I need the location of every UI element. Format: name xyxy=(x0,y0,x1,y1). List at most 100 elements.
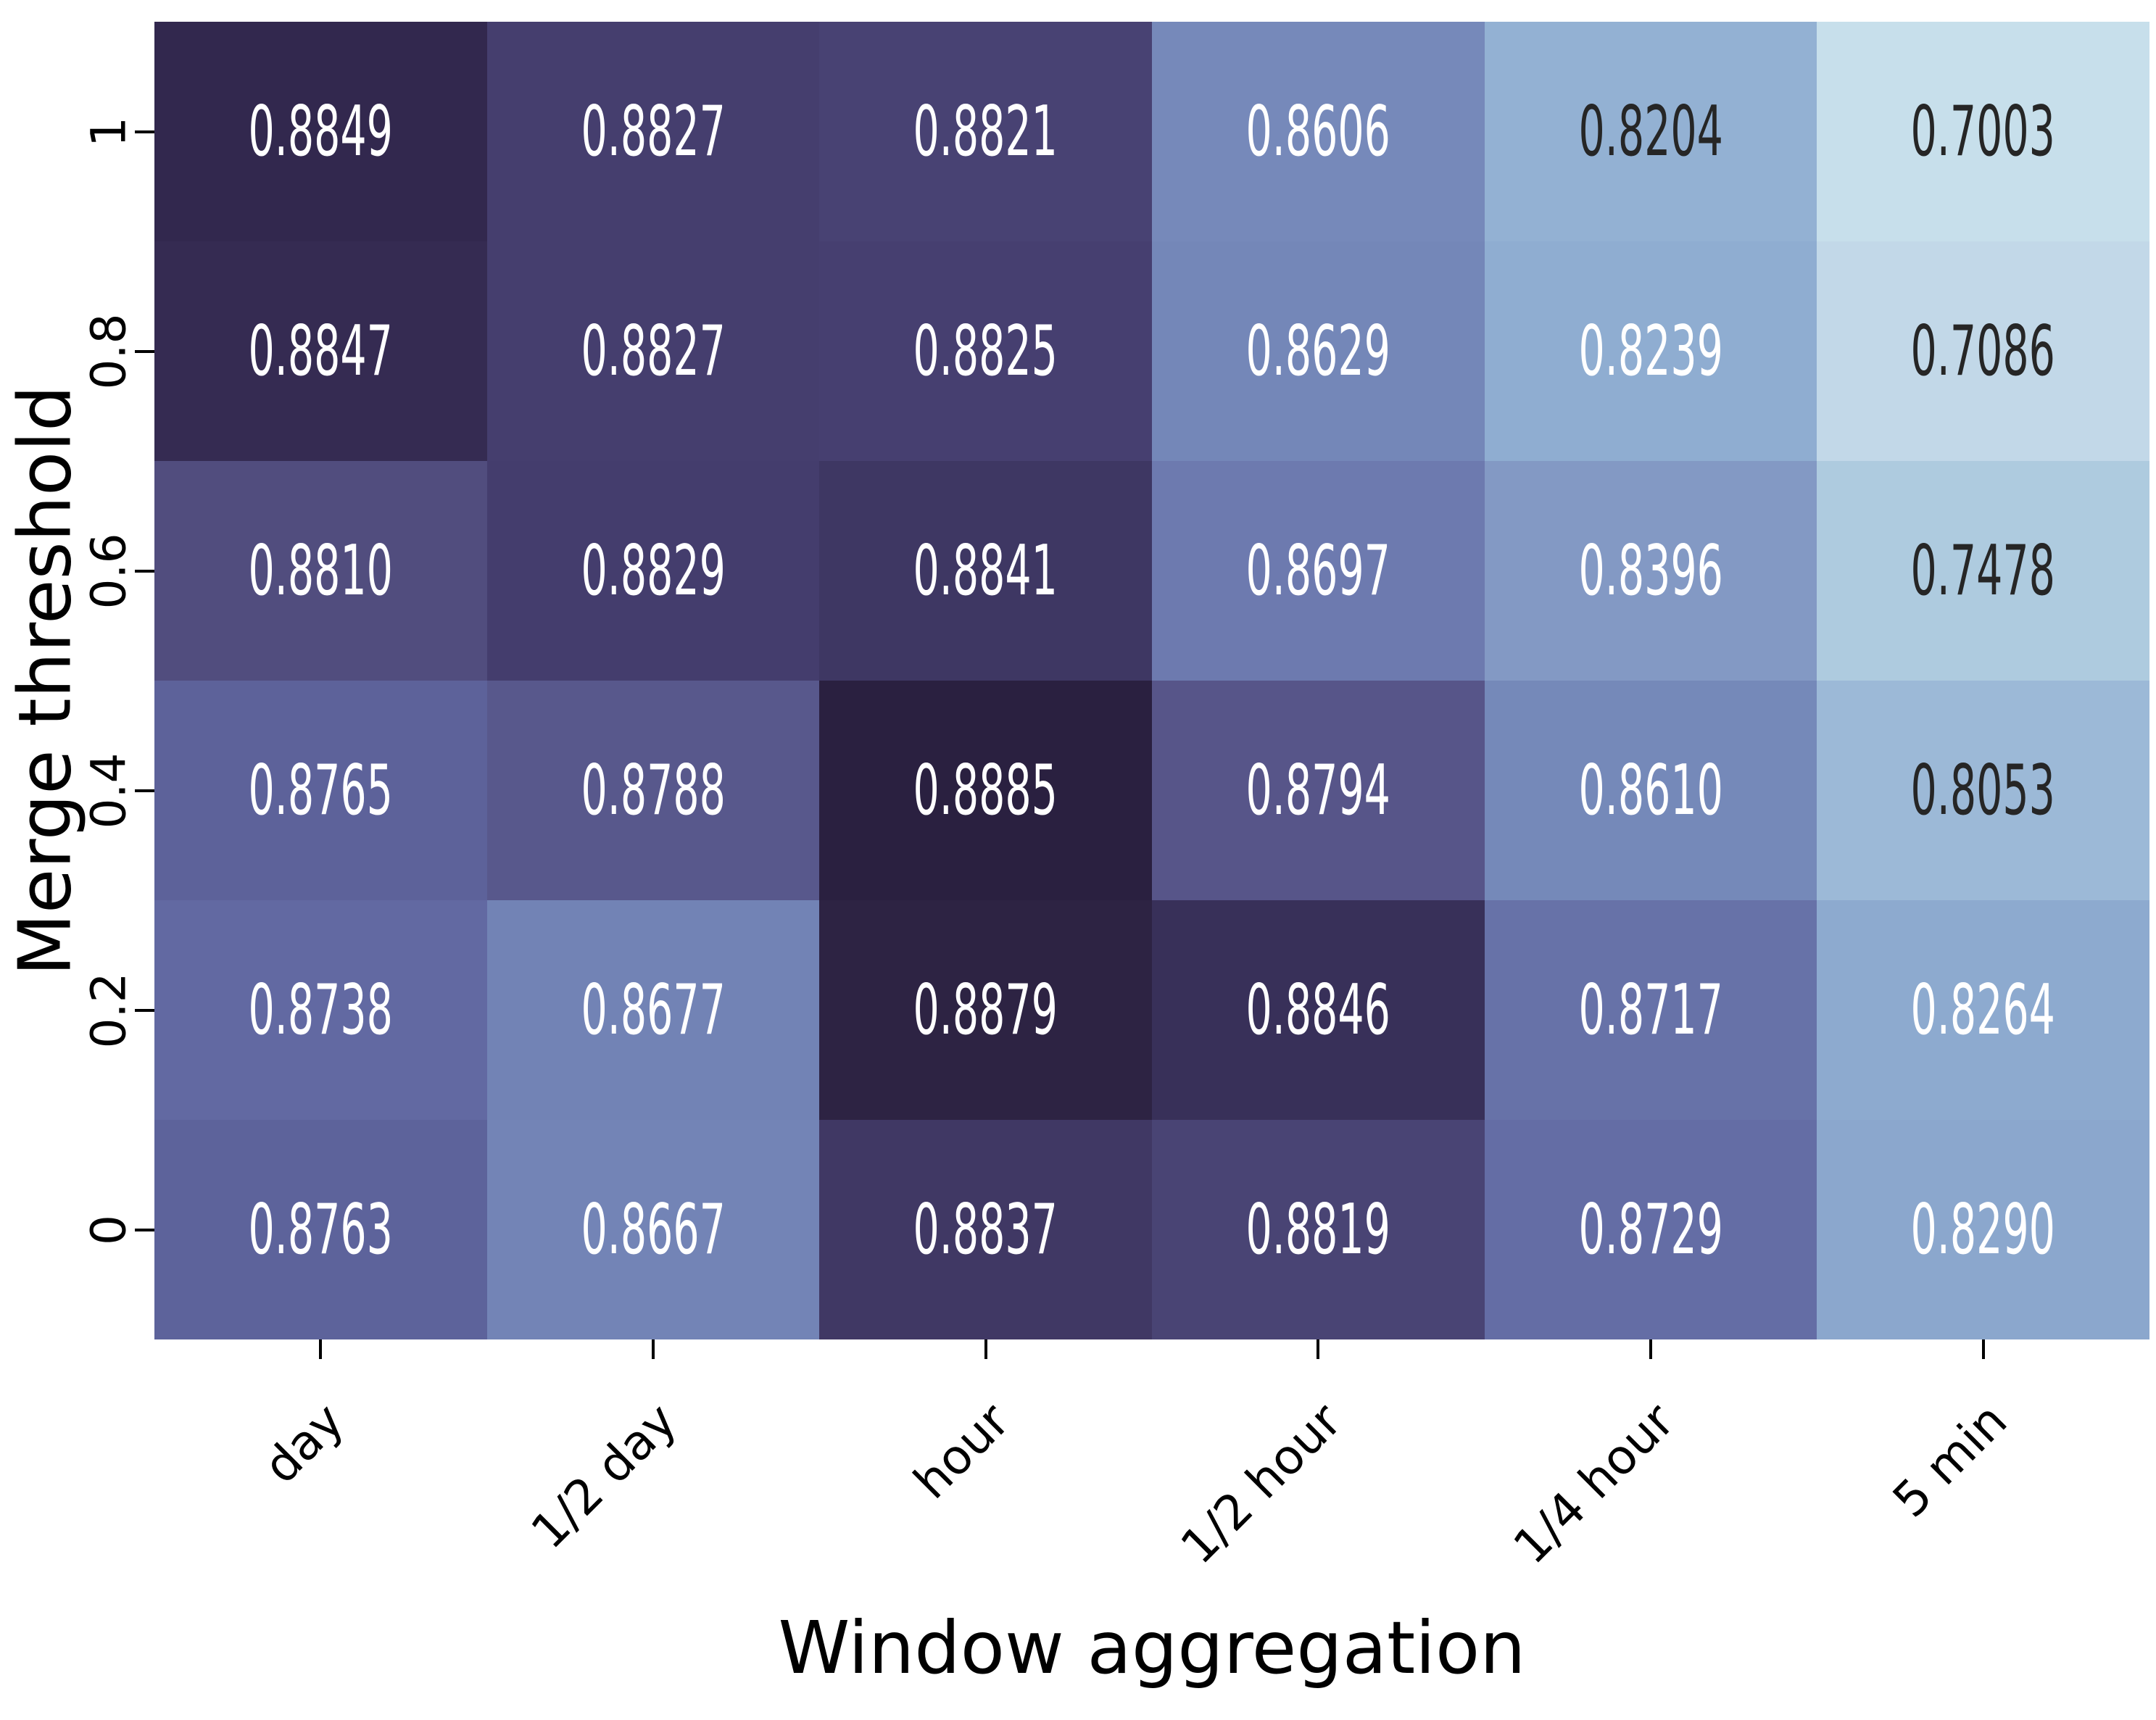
y-tick-label: 1 xyxy=(80,116,137,147)
x-tick-mark xyxy=(1317,1339,1320,1359)
cell-value: 0.8396 xyxy=(1578,531,1723,611)
heatmap-cell: 0.8847 xyxy=(154,241,487,461)
x-tick-label: 1/4 hour xyxy=(1502,1392,1686,1575)
x-tick-mark xyxy=(652,1339,655,1359)
heatmap-cell: 0.8396 xyxy=(1484,461,1817,681)
cell-value: 0.8846 xyxy=(1245,970,1391,1050)
heatmap-cell: 0.8827 xyxy=(486,241,820,461)
cell-value: 0.8264 xyxy=(1910,970,2056,1050)
cell-value: 0.8729 xyxy=(1578,1189,1723,1270)
heatmap-cell: 0.8053 xyxy=(1817,681,2149,900)
heatmap-cell: 0.8264 xyxy=(1817,900,2149,1120)
cell-value: 0.7003 xyxy=(1910,91,2056,172)
heatmap-cell: 0.8829 xyxy=(486,461,820,681)
heatmap-cell: 0.8846 xyxy=(1151,900,1485,1120)
y-tick-label: 0.6 xyxy=(80,533,137,609)
heatmap-cell: 0.8290 xyxy=(1817,1120,2149,1339)
heatmap-cell: 0.8885 xyxy=(819,681,1152,900)
heatmap-cell: 0.8879 xyxy=(819,900,1152,1120)
cell-value: 0.8810 xyxy=(248,531,394,611)
heatmap-cell: 0.8819 xyxy=(1151,1120,1485,1339)
x-tick-mark xyxy=(984,1339,987,1359)
cell-value: 0.8677 xyxy=(581,970,726,1050)
heatmap-cell: 0.8765 xyxy=(154,681,487,900)
cell-value: 0.8717 xyxy=(1578,970,1723,1050)
x-axis-title: Window aggregation xyxy=(778,1605,1526,1690)
heatmap-cell: 0.8849 xyxy=(154,22,487,241)
y-tick-mark xyxy=(135,130,154,133)
y-tick-label: 0 xyxy=(80,1214,137,1245)
heatmap-cell: 0.8667 xyxy=(486,1120,820,1339)
heatmap-cell: 0.8738 xyxy=(154,900,487,1120)
cell-value: 0.8821 xyxy=(913,91,1058,172)
heatmap-grid: 0.8849 0.8827 0.8821 0.8606 0.8204 0.7003 0.88… xyxy=(154,22,2149,1339)
heatmap-cell: 0.8788 xyxy=(486,681,820,900)
heatmap-cell: 0.7003 xyxy=(1817,22,2149,241)
y-tick-label: 0.8 xyxy=(80,313,137,389)
y-tick-mark xyxy=(135,789,154,792)
cell-value: 0.8847 xyxy=(248,311,394,391)
heatmap-cell: 0.8606 xyxy=(1151,22,1485,241)
cell-value: 0.8825 xyxy=(913,311,1058,391)
heatmap-cell: 0.8837 xyxy=(819,1120,1152,1339)
y-tick-mark xyxy=(135,569,154,573)
x-tick-label: 1/2 hour xyxy=(1170,1392,1353,1575)
heatmap-cell: 0.8825 xyxy=(819,241,1152,461)
cell-value: 0.8053 xyxy=(1910,750,2056,831)
cell-value: 0.8763 xyxy=(248,1189,394,1270)
cell-value: 0.8290 xyxy=(1910,1189,2056,1270)
cell-value: 0.8610 xyxy=(1578,750,1723,831)
y-tick-label: 0.4 xyxy=(80,752,137,828)
heatmap-cell: 0.7086 xyxy=(1817,241,2149,461)
y-axis-title: Merge threshold xyxy=(2,385,88,976)
heatmap-cell: 0.8629 xyxy=(1151,241,1485,461)
cell-value: 0.8841 xyxy=(913,531,1058,611)
cell-value: 0.8827 xyxy=(581,91,726,172)
heatmap-cell: 0.8204 xyxy=(1484,22,1817,241)
cell-value: 0.8829 xyxy=(581,531,726,611)
y-tick-label: 0.2 xyxy=(80,972,137,1048)
cell-value: 0.8827 xyxy=(581,311,726,391)
y-tick-mark xyxy=(135,349,154,353)
x-tick-label: hour xyxy=(903,1392,1020,1510)
heatmap-cell: 0.8239 xyxy=(1484,241,1817,461)
heatmap-cell: 0.8821 xyxy=(819,22,1152,241)
cell-value: 0.8879 xyxy=(913,970,1058,1050)
cell-value: 0.8629 xyxy=(1245,311,1391,391)
x-tick-label: day xyxy=(253,1392,355,1495)
heatmap-cell: 0.8729 xyxy=(1484,1120,1817,1339)
heatmap-cell: 0.8677 xyxy=(486,900,820,1120)
cell-value: 0.8697 xyxy=(1245,531,1391,611)
y-tick-mark xyxy=(135,1228,154,1231)
heatmap-cell: 0.8763 xyxy=(154,1120,487,1339)
heatmap-cell: 0.8810 xyxy=(154,461,487,681)
heatmap-cell: 0.8717 xyxy=(1484,900,1817,1120)
cell-value: 0.8765 xyxy=(248,750,394,831)
cell-value: 0.8667 xyxy=(581,1189,726,1270)
cell-value: 0.8204 xyxy=(1578,91,1723,172)
cell-value: 0.8819 xyxy=(1245,1189,1391,1270)
x-tick-mark xyxy=(1649,1339,1652,1359)
cell-value: 0.8849 xyxy=(248,91,394,172)
cell-value: 0.7086 xyxy=(1910,311,2056,391)
cell-value: 0.7478 xyxy=(1910,531,2056,611)
y-tick-mark xyxy=(135,1008,154,1012)
cell-value: 0.8885 xyxy=(913,750,1058,831)
heatmap-cell: 0.7478 xyxy=(1817,461,2149,681)
cell-value: 0.8794 xyxy=(1245,750,1391,831)
heatmap-cell: 0.8610 xyxy=(1484,681,1817,900)
x-tick-label: 1/2 day xyxy=(520,1392,688,1560)
heatmap-cell: 0.8827 xyxy=(486,22,820,241)
x-tick-mark xyxy=(1981,1339,1985,1359)
cell-value: 0.8606 xyxy=(1245,91,1391,172)
x-tick-mark xyxy=(319,1339,323,1359)
cell-value: 0.8239 xyxy=(1578,311,1723,391)
cell-value: 0.8738 xyxy=(248,970,394,1050)
heatmap-cell: 0.8794 xyxy=(1151,681,1485,900)
cell-value: 0.8837 xyxy=(913,1189,1058,1270)
heatmap-cell: 0.8697 xyxy=(1151,461,1485,681)
heatmap-cell: 0.8841 xyxy=(819,461,1152,681)
x-tick-label: 5 min xyxy=(1881,1392,2018,1529)
cell-value: 0.8788 xyxy=(581,750,726,831)
